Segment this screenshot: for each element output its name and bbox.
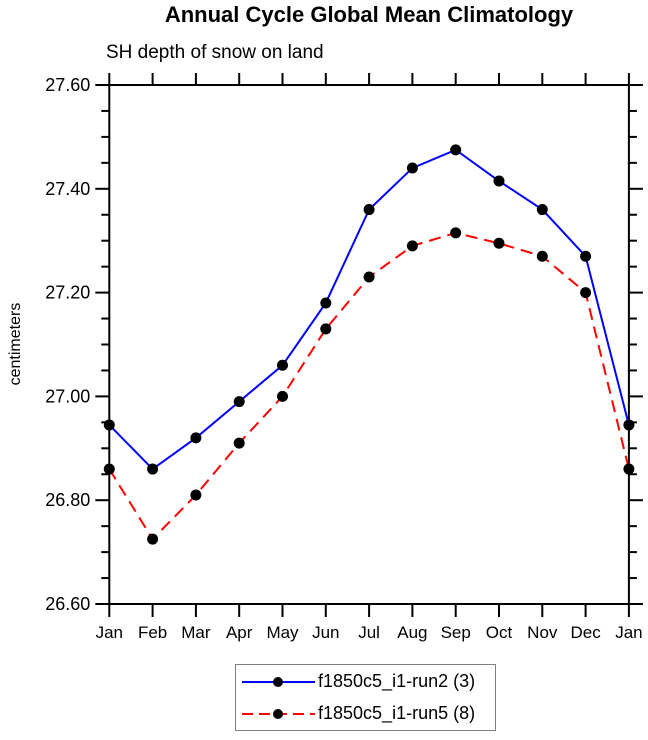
x-tick-label: Jan [615, 623, 642, 642]
legend-line-sample-run2 [242, 676, 315, 687]
legend-line-sample-run5 [242, 708, 315, 719]
x-tick-label: Nov [527, 623, 558, 642]
legend-label-run5: f1850c5_i1-run5 (8) [318, 703, 476, 723]
chart-subtitle: SH depth of snow on land [106, 42, 324, 63]
plot-frame [108, 84, 630, 605]
legend-label-run2: f1850c5_i1-run2 (3) [318, 671, 476, 691]
x-tick-label: May [266, 623, 299, 642]
x-tick-label: Mar [181, 623, 211, 642]
y-tick-label: 27.40 [45, 179, 90, 199]
series-1 [103, 144, 635, 475]
y-tick-label: 26.80 [45, 490, 90, 510]
x-tick-label: Sep [441, 623, 471, 642]
x-tick-label: Apr [226, 623, 253, 642]
y-tick-label: 27.60 [45, 75, 90, 95]
series-2 [103, 227, 635, 545]
legend-item-run2: f1850c5_i1-run2 (3) [236, 666, 495, 698]
x-tick-label: Feb [138, 623, 167, 642]
x-tick-label: Jul [358, 623, 380, 642]
x-axis: Jan Feb Mar Apr May Jun Jul Aug Sep Oct Nov Dec Jan [96, 73, 643, 642]
x-tick-label: Jun [312, 623, 339, 642]
legend-item-run5: f1850c5_i1-run5 (8) [236, 698, 495, 730]
y-tick-label: 27.00 [45, 386, 90, 406]
x-tick-label: Oct [486, 623, 513, 642]
x-tick-label: Dec [570, 623, 601, 642]
y-axis: 26.60 26.80 27.00 27.20 27.40 27.60 [45, 75, 643, 614]
legend: f1850c5_i1-run2 (3) f1850c5_i1-run5 (8) [235, 664, 496, 731]
chart-title: Annual Cycle Global Mean Climatology [164, 2, 574, 27]
y-tick-label: 27.20 [45, 283, 90, 303]
y-tick-label: 26.60 [45, 594, 90, 614]
x-tick-label: Aug [397, 623, 427, 642]
x-tick-label: Jan [96, 623, 123, 642]
